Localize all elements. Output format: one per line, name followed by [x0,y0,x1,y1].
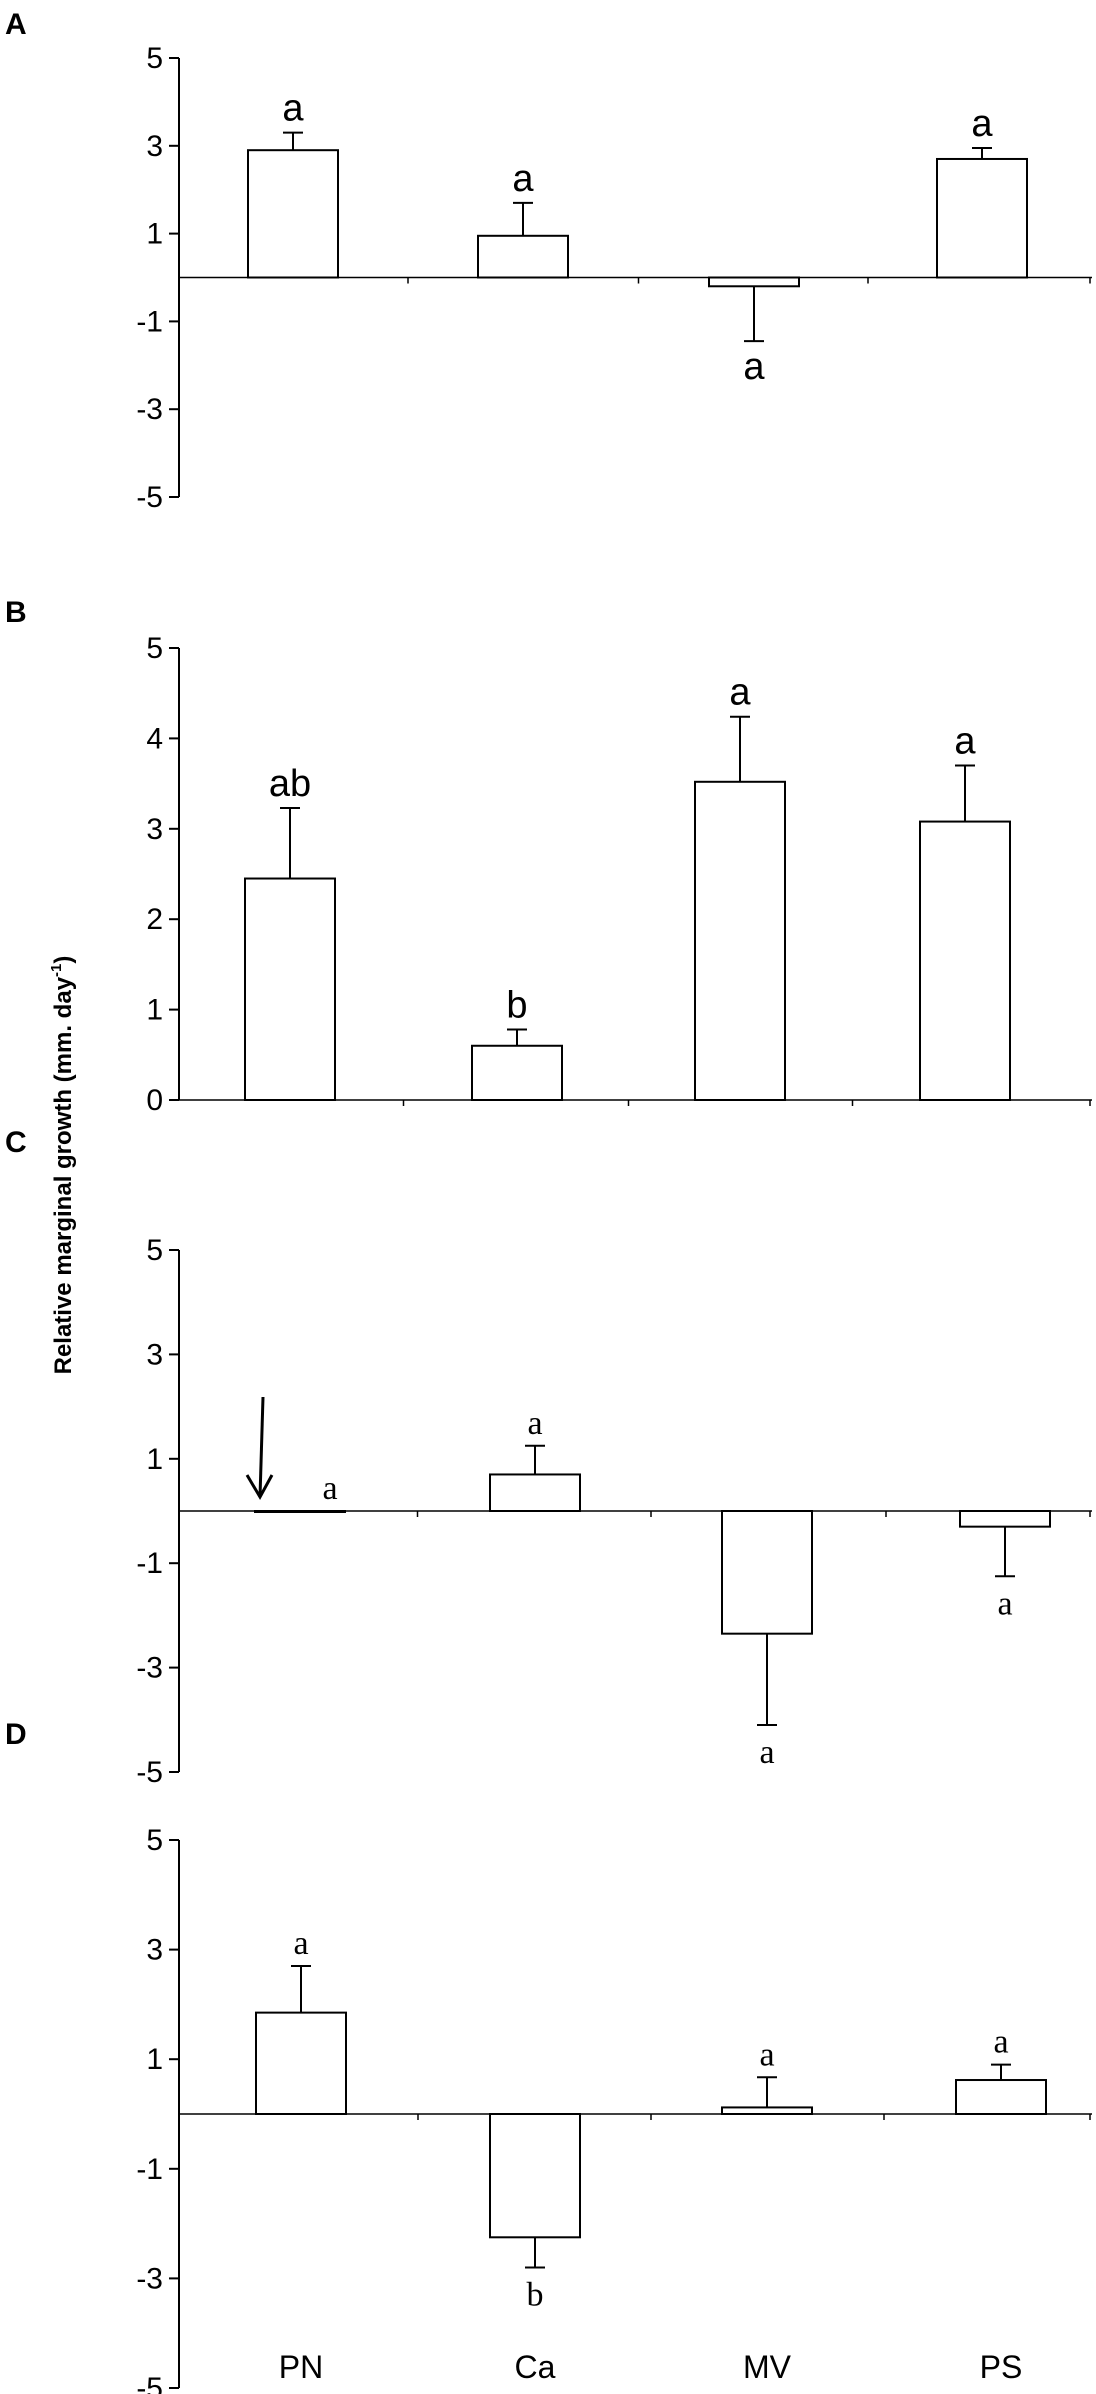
y-tick-label: 3 [146,1338,163,1371]
y-tick-label: 1 [146,218,163,251]
panel-c: C 5 3 1 -1 -3 -5 a a a a [5,1126,1092,1789]
panel-label-d: D [5,1718,27,1751]
bar-pn [255,2011,347,2115]
y-tick-label: -3 [136,1652,163,1685]
y-tick-label: 3 [146,130,163,163]
y-axis-label-close: ) [50,956,77,964]
significance-letter: a [759,2036,774,2073]
y-axis-label-exponent: -1 [48,964,65,977]
y-tick-label: 3 [146,813,163,846]
significance-letter: a [954,721,976,763]
y-tick-label: 2 [146,903,163,936]
y-tick-label: 5 [146,1234,163,1267]
y-tick-label: 5 [146,1824,163,1857]
bar-pn [247,149,339,279]
category-label-pn: PN [279,2349,323,2385]
y-tick-label: 1 [146,994,163,1027]
significance-letter: a [743,346,765,388]
category-label-mv: MV [743,2349,792,2385]
category-label-ca: Ca [515,2349,556,2385]
bar-mv [721,1510,813,1635]
significance-letter: ab [269,763,311,805]
panel-a: A 5 3 1 -1 -3 -5 a a a a [5,8,1092,514]
significance-letter: a [997,1585,1012,1622]
y-tick-label: -1 [136,1547,163,1580]
panel-label-c: C [5,1126,27,1159]
significance-letter: a [282,88,304,130]
y-tick-label: 0 [146,1084,163,1117]
category-label-ps: PS [980,2349,1023,2385]
significance-letter: b [527,2276,544,2313]
panel-d: D 5 3 1 -1 -3 -5 a PN b Ca a MV a PS [5,1718,1092,2394]
y-tick-label: 1 [146,2043,163,2076]
significance-letter: a [527,1405,542,1442]
y-tick-label: 5 [146,42,163,75]
y-tick-label: -5 [136,1756,163,1789]
y-axis-label: Relative marginal growth (mm. day-1) [48,956,77,1375]
panel-label-b: B [5,596,27,629]
bar-mv [694,780,786,1101]
bar-ca [489,1473,581,1512]
significance-letter: a [971,103,993,145]
bar-ca [489,2113,581,2239]
arrow-head [245,1474,274,1501]
y-tick-label: -3 [136,2262,163,2295]
bar-ca [477,234,569,279]
bar-ps [959,1510,1051,1528]
y-tick-label: 5 [146,632,163,665]
significance-letter: a [512,158,534,200]
y-tick-label: -5 [136,2372,163,2394]
arrow-shaft [258,1396,265,1498]
y-tick-label: -1 [136,305,163,338]
bar-pn [244,877,336,1102]
y-axis-label-text: Relative marginal growth (mm. day [50,976,77,1374]
significance-letter: a [759,1734,774,1771]
y-tick-label: -3 [136,393,163,426]
y-tick-label: 3 [146,1934,163,1967]
panel-label-a: A [5,8,27,41]
significance-letter: a [322,1470,337,1507]
significance-letter: a [993,2024,1008,2061]
bar-ps [919,820,1011,1101]
bar-ps [936,157,1028,279]
significance-letter: b [506,984,527,1026]
y-tick-label: -5 [136,481,163,514]
significance-letter: a [729,672,751,714]
y-tick-label: -1 [136,2153,163,2186]
y-tick-label: 4 [146,722,163,755]
bar-ps [955,2079,1047,2115]
bar-mv [721,2106,813,2116]
panel-b: B 5 4 3 2 1 0 ab b a a [5,596,1092,1117]
bar-ca [471,1044,563,1102]
significance-letter: a [293,1925,308,1962]
bar-pn [254,1510,346,1513]
y-tick-label: 1 [146,1443,163,1476]
bar-mv [708,276,800,288]
